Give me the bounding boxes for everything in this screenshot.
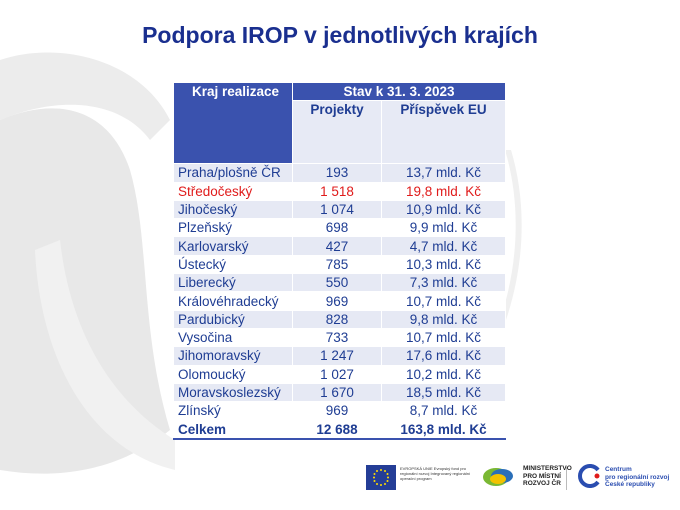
total-row: Celkem 12 688 163,8 mld. Kč <box>173 419 506 440</box>
table-row: Pardubický 828 9,8 mld. Kč <box>173 309 506 329</box>
table-row: Plzeňský 698 9,9 mld. Kč <box>173 218 506 238</box>
region-cell: Ústecký <box>173 254 293 275</box>
table-row: Ústecký 785 10,3 mld. Kč <box>173 254 506 275</box>
header-eu-contribution: Příspěvek EU <box>381 100 506 165</box>
projects-cell: 733 <box>292 327 382 348</box>
projects-cell: 1 027 <box>292 364 382 384</box>
irop-regions-table: Kraj realizace Stav k 31. 3. 2023 Projek… <box>173 81 506 440</box>
projects-cell: 1 074 <box>292 199 382 220</box>
header-region: Kraj realizace <box>173 81 293 165</box>
region-cell: Liberecký <box>173 273 293 293</box>
region-cell: Pardubický <box>173 309 293 329</box>
projects-cell: 193 <box>292 163 382 183</box>
projects-cell: 969 <box>292 291 382 311</box>
crr-logo-icon <box>578 464 602 488</box>
projects-cell: 1 247 <box>292 346 382 366</box>
eu-logo-text: EVROPSKÁ UNIE Evropský fond pro regionál… <box>400 466 471 481</box>
table-row: Liberecký 550 7,3 mld. Kč <box>173 273 506 293</box>
table-row: Vysočina 733 10,7 mld. Kč <box>173 327 506 348</box>
eu-contribution-cell: 10,9 mld. Kč <box>381 199 506 220</box>
eu-contribution-cell: 10,3 mld. Kč <box>381 254 506 275</box>
region-cell: Olomoucký <box>173 364 293 384</box>
region-cell: Vysočina <box>173 327 293 348</box>
eu-contribution-cell: 10,7 mld. Kč <box>381 327 506 348</box>
table-row: Jihočeský 1 074 10,9 mld. Kč <box>173 199 506 220</box>
table-row: Karlovarský 427 4,7 mld. Kč <box>173 236 506 256</box>
eu-contribution-cell: 4,7 mld. Kč <box>381 236 506 256</box>
eu-contribution-cell: 10,2 mld. Kč <box>381 364 506 384</box>
region-cell: Moravskoslezský <box>173 382 293 403</box>
total-label: Celkem <box>173 419 293 440</box>
header-projects: Projekty <box>292 100 382 165</box>
projects-cell: 969 <box>292 401 382 421</box>
eu-contribution-cell: 7,3 mld. Kč <box>381 273 506 293</box>
region-cell: Zlínský <box>173 401 293 421</box>
eu-contribution-cell: 19,8 mld. Kč <box>381 181 506 201</box>
projects-cell: 550 <box>292 273 382 293</box>
total-eu: 163,8 mld. Kč <box>381 419 506 440</box>
projects-cell: 1 670 <box>292 382 382 403</box>
eu-contribution-cell: 8,7 mld. Kč <box>381 401 506 421</box>
eu-contribution-cell: 9,8 mld. Kč <box>381 309 506 329</box>
projects-cell: 427 <box>292 236 382 256</box>
eu-contribution-cell: 18,5 mld. Kč <box>381 382 506 403</box>
eu-contribution-cell: 10,7 mld. Kč <box>381 291 506 311</box>
region-cell: Plzeňský <box>173 218 293 238</box>
projects-cell: 698 <box>292 218 382 238</box>
projects-cell: 828 <box>292 309 382 329</box>
region-cell: Karlovarský <box>173 236 293 256</box>
mmr-logo-text: MINISTERSTVO PRO MÍSTNÍ ROZVOJ ČR <box>523 465 572 487</box>
table-row: Středočeský 1 518 19,8 mld. Kč <box>173 181 506 201</box>
table-row: Moravskoslezský 1 670 18,5 mld. Kč <box>173 382 506 403</box>
projects-cell: 785 <box>292 254 382 275</box>
table-row: Praha/plošně ČR 193 13,7 mld. Kč <box>173 163 506 183</box>
table-row: Olomoucký 1 027 10,2 mld. Kč <box>173 364 506 384</box>
total-projects: 12 688 <box>292 419 382 440</box>
region-cell: Středočeský <box>173 181 293 201</box>
table-row: Jihomoravský 1 247 17,6 mld. Kč <box>173 346 506 366</box>
eu-contribution-cell: 9,9 mld. Kč <box>381 218 506 238</box>
region-cell: Královéhradecký <box>173 291 293 311</box>
table-row: Zlínský 969 8,7 mld. Kč <box>173 401 506 421</box>
mmr-logo-icon <box>482 463 518 491</box>
eu-contribution-cell: 17,6 mld. Kč <box>381 346 506 366</box>
region-cell: Jihomoravský <box>173 346 293 366</box>
page-title: Podpora IROP v jednotlivých krajích <box>142 22 538 48</box>
eu-flag-icon <box>366 465 396 490</box>
projects-cell: 1 518 <box>292 181 382 201</box>
logo-divider <box>566 466 567 490</box>
eu-contribution-cell: 13,7 mld. Kč <box>381 163 506 183</box>
header-status-date: Stav k 31. 3. 2023 <box>292 81 506 102</box>
table-row: Královéhradecký 969 10,7 mld. Kč <box>173 291 506 311</box>
crr-logo-text: Centrum pro regionální rozvoj České repu… <box>605 466 670 488</box>
region-cell: Jihočeský <box>173 199 293 220</box>
region-cell: Praha/plošně ČR <box>173 163 293 183</box>
